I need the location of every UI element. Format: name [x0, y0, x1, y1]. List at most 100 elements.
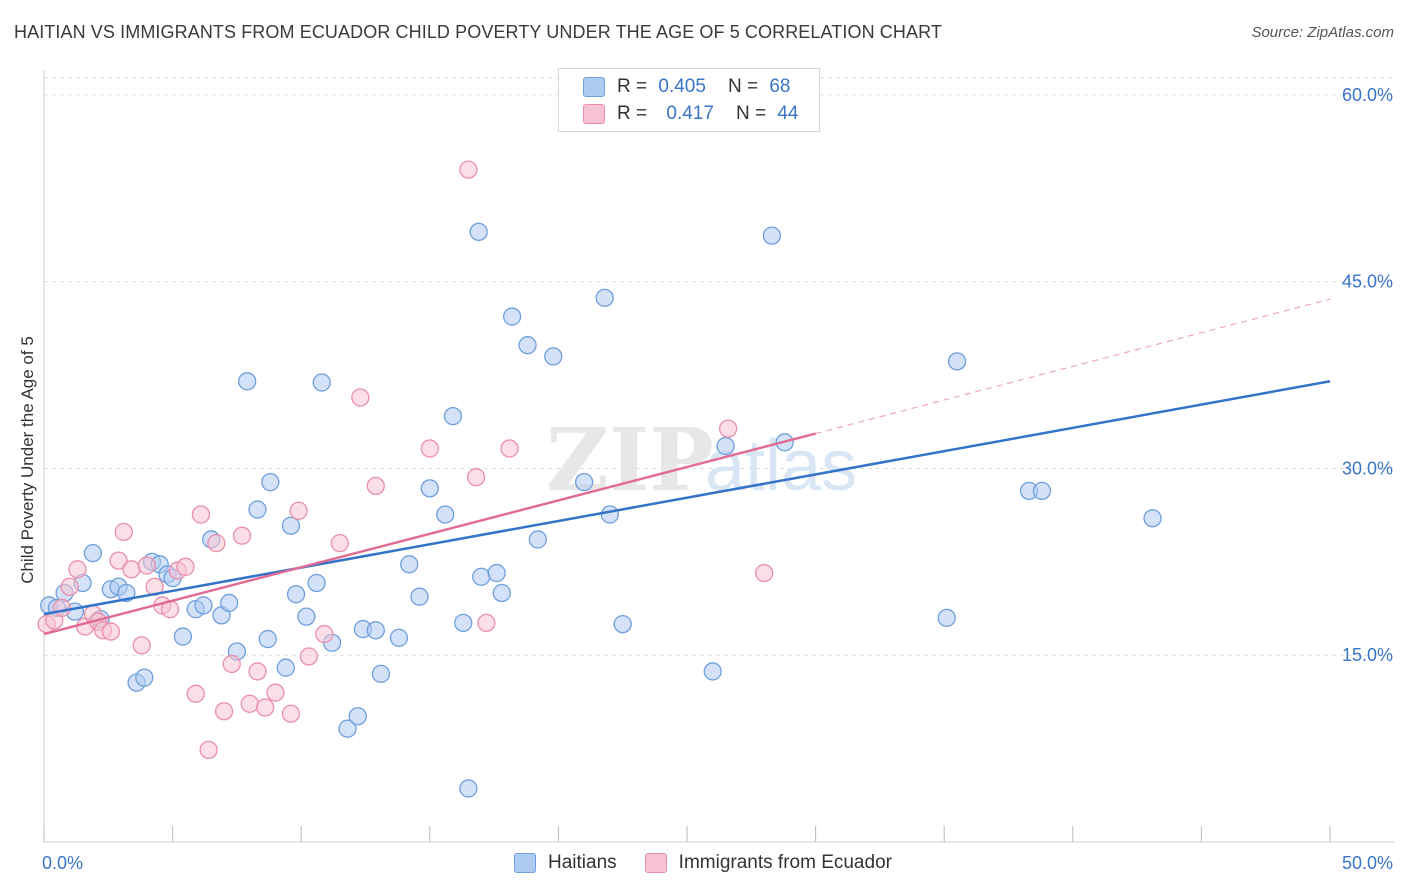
ecuador-point — [266, 683, 285, 702]
ecuador-point — [199, 740, 218, 760]
y-tick-label: 30.0% — [1342, 458, 1393, 478]
haitian-point — [716, 436, 735, 456]
haitian-point — [371, 664, 391, 684]
ecuador-point — [191, 505, 211, 524]
ecuador-point — [186, 684, 205, 703]
haitian-point — [487, 563, 506, 583]
haitian-point — [492, 583, 511, 603]
haitian-trend-line — [43, 380, 1331, 616]
haitian-point — [83, 543, 103, 563]
haitian-point — [420, 479, 439, 498]
haitian-point — [261, 472, 280, 492]
haitian-point — [469, 222, 488, 242]
ecuador-point — [289, 501, 308, 520]
ecuador-point — [256, 698, 275, 717]
haitian-point — [312, 373, 331, 392]
ecuador-point — [214, 702, 234, 721]
correlation-legend: R = 0.405 N = 68 R = 0.417 N = 44 — [558, 68, 820, 132]
ecuador-point — [101, 622, 121, 641]
ecuador-point — [281, 704, 301, 723]
ecuador-point — [459, 160, 478, 179]
ecuador-point — [477, 613, 496, 633]
haitian-point — [595, 288, 614, 308]
haitian-point — [937, 608, 956, 628]
haitian-point — [220, 593, 239, 613]
haitian-point — [258, 629, 277, 649]
ecuador-point — [755, 563, 774, 583]
y-tick-label: 15.0% — [1342, 645, 1393, 665]
haitian-point — [544, 347, 563, 366]
legend-label-ecuador: Immigrants from Ecuador — [678, 852, 892, 873]
ecuador-point — [240, 694, 259, 713]
ecuador-point — [132, 636, 151, 655]
haitian-point — [348, 707, 367, 726]
watermark: ZIP — [546, 410, 714, 511]
haitian-point — [281, 516, 301, 535]
ecuador-point — [176, 557, 195, 576]
ecuador-point — [232, 526, 252, 545]
haitian-point — [410, 587, 429, 606]
ecuador-point — [114, 522, 133, 542]
legend-n-label: N = — [735, 103, 767, 124]
ecuador-point — [109, 551, 128, 570]
legend-n-value: 68 — [769, 76, 791, 97]
haitian-point — [502, 307, 522, 326]
legend-r-value: 0.417 — [666, 103, 714, 124]
haitians-swatch — [514, 853, 537, 873]
haitian-point — [307, 573, 326, 593]
ecuador-point — [248, 662, 267, 681]
haitian-point — [1032, 481, 1052, 501]
haitian-point — [762, 226, 782, 245]
y-axis-label: Child Poverty Under the Age of 5 — [18, 336, 37, 584]
ecuador-trend-extension — [815, 298, 1331, 435]
haitian-point — [436, 505, 455, 524]
haitian-point — [947, 352, 967, 371]
haitian-point — [400, 555, 419, 574]
haitian-point — [238, 372, 257, 391]
ecuador-point — [137, 556, 157, 575]
ecuador-point — [52, 598, 72, 618]
legend-row-haitians: R = 0.405 N = 68 — [583, 75, 790, 99]
legend-n-label: N = — [727, 76, 759, 97]
ecuador-point — [466, 468, 486, 487]
haitian-point — [248, 500, 267, 519]
haitian-point — [389, 628, 409, 647]
legend-item-ecuador: Immigrants from Ecuador — [644, 852, 892, 874]
ecuador-point — [68, 560, 87, 579]
ecuador-point — [719, 419, 738, 438]
ecuador-point — [122, 560, 141, 579]
haitian-point — [600, 505, 619, 524]
ecuador-swatch — [583, 104, 605, 124]
haitian-point — [574, 472, 594, 492]
ecuador-point — [207, 534, 226, 553]
legend-n-value: 44 — [777, 103, 799, 124]
ecuador-point — [60, 577, 79, 596]
haitian-point — [518, 336, 537, 355]
haitian-point — [459, 779, 478, 798]
ecuador-point — [315, 624, 334, 644]
ecuador-swatch — [644, 853, 667, 873]
haitian-point — [135, 668, 154, 687]
ecuador-trend-line — [43, 432, 816, 636]
ecuador-point — [366, 476, 385, 496]
haitian-point — [297, 607, 316, 626]
haitian-point — [703, 662, 722, 681]
x-tick-label: 50.0% — [1342, 853, 1393, 873]
ecuador-point — [299, 647, 319, 666]
chart-title: HAITIAN VS IMMIGRANTS FROM ECUADOR CHILD… — [14, 22, 942, 42]
series-legend: Haitians Immigrants from Ecuador — [0, 852, 1406, 874]
legend-r-value: 0.405 — [658, 76, 706, 97]
haitian-point — [528, 530, 547, 549]
y-tick-label: 60.0% — [1342, 85, 1393, 105]
haitian-point — [454, 613, 473, 633]
ecuador-point — [500, 439, 519, 458]
ecuador-point — [222, 654, 241, 674]
haitian-point — [613, 614, 632, 634]
haitian-point — [366, 621, 385, 640]
haitian-point — [173, 627, 193, 646]
legend-label-haitians: Haitians — [548, 852, 617, 873]
y-tick-label: 45.0% — [1342, 272, 1393, 292]
haitian-point — [286, 585, 306, 604]
source-credit: Source: ZipAtlas.com — [1251, 24, 1394, 41]
